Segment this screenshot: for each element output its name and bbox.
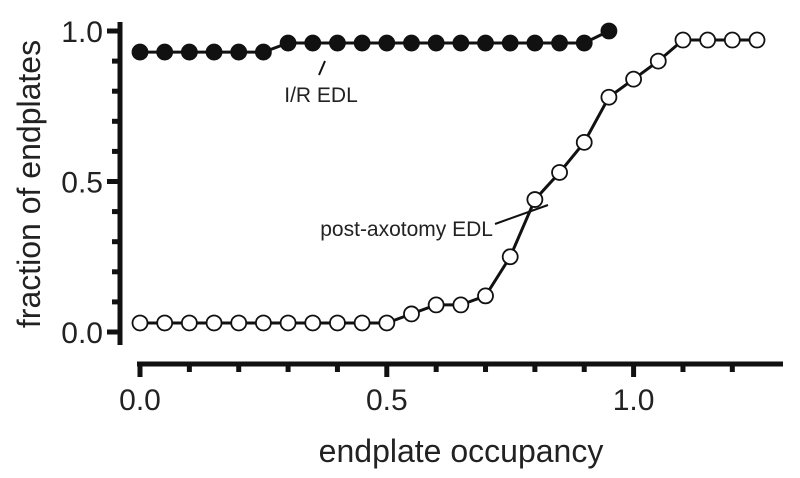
data-point-open (403, 305, 420, 323)
data-point-open (575, 133, 593, 151)
series-post-axotomy-edl (131, 31, 766, 332)
data-point-open (279, 314, 297, 332)
data-point-open (723, 31, 741, 49)
data-point-filled (526, 34, 544, 52)
data-point-open (649, 52, 667, 70)
annotation-leader-ir-edl (318, 60, 326, 76)
annotation-leader-post-axotomy (494, 204, 549, 225)
data-point-open (180, 314, 198, 332)
data-point-open (378, 314, 396, 332)
x-tick-label: 0.0 (119, 384, 161, 417)
data-point-filled (427, 34, 445, 52)
data-point-filled (230, 43, 248, 61)
data-point-filled (254, 43, 272, 61)
series-ir-edl (131, 22, 618, 61)
data-point-filled (551, 34, 568, 52)
annotation-post-axotomy-edl: post-axotomy EDL (320, 218, 493, 241)
data-point-open (501, 248, 519, 266)
data-point-open (625, 70, 642, 88)
data-point-filled (575, 34, 593, 52)
data-point-open (230, 314, 248, 332)
data-point-open (748, 31, 766, 49)
x-ticks: 0.0 0.5 1.0 (119, 364, 735, 417)
y-tick-label: 0.0 (61, 317, 103, 350)
data-point-open (329, 314, 346, 332)
data-point-open (353, 314, 371, 332)
data-point-filled (452, 34, 470, 52)
data-point-filled (353, 34, 371, 52)
data-point-open (156, 314, 174, 332)
data-point-open (551, 164, 568, 181)
y-axis-title: fraction of endplates (11, 40, 47, 328)
data-point-open (254, 314, 272, 332)
data-point-open (427, 296, 445, 314)
data-point-filled (304, 34, 322, 52)
data-point-open (600, 88, 618, 106)
data-point-open (205, 314, 223, 332)
data-point-filled (600, 22, 618, 40)
data-point-open (674, 31, 692, 49)
data-point-filled (205, 43, 223, 61)
data-point-filled (477, 34, 494, 52)
data-point-open (131, 314, 149, 332)
y-ticks: 0.0 0.5 1.0 (61, 16, 120, 350)
x-axis-title: endplate occupancy (319, 433, 604, 469)
x-tick-label: 0.5 (366, 384, 408, 417)
data-point-open (477, 287, 494, 305)
data-point-filled (279, 34, 297, 52)
data-point-filled (329, 34, 346, 52)
series-line (140, 38, 757, 325)
data-point-filled (131, 43, 149, 61)
data-point-filled (403, 34, 420, 52)
y-tick-label: 0.5 (61, 167, 103, 200)
data-point-open (452, 296, 470, 314)
data-point-open (526, 191, 544, 208)
y-tick-label: 1.0 (61, 16, 103, 49)
annotation-ir-edl: I/R EDL (284, 84, 358, 107)
data-point-filled (378, 34, 396, 52)
data-point-filled (180, 43, 198, 61)
data-point-filled (501, 34, 519, 52)
data-point-filled (156, 43, 174, 61)
series-layer (131, 22, 766, 332)
axes: 0.0 0.5 1.0 0.0 0.5 1.0 (61, 16, 783, 417)
data-point-open (699, 31, 717, 49)
data-point-open (304, 314, 322, 332)
x-tick-label: 1.0 (613, 384, 655, 417)
